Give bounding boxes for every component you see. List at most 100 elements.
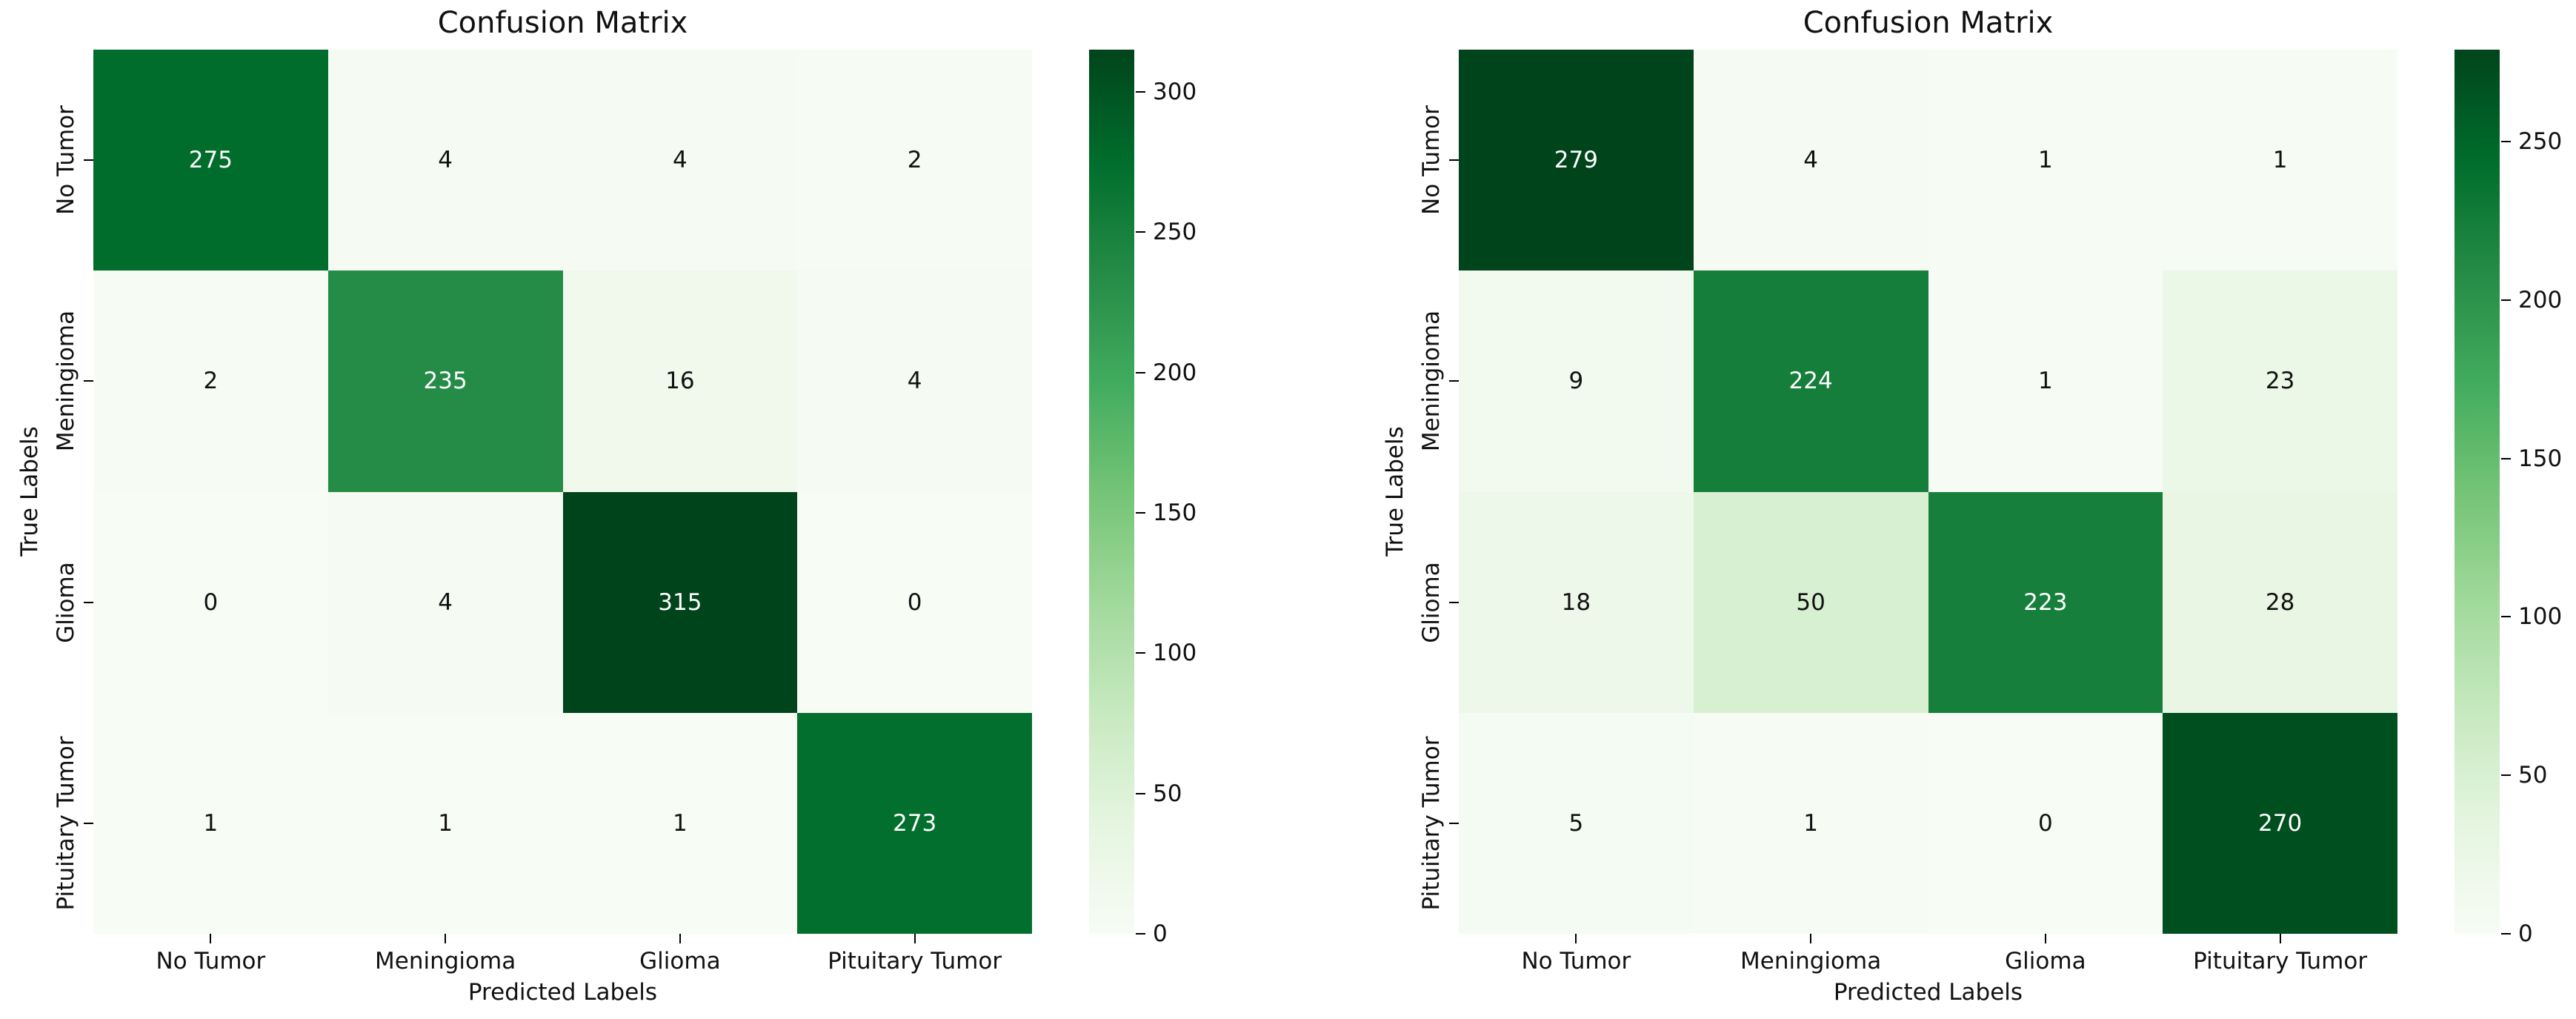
- x-tick-mark: [913, 934, 916, 943]
- colorbar-tick-mark: [1136, 652, 1145, 654]
- cell-value: 0: [203, 588, 219, 616]
- heatmap-cell: 223: [1928, 491, 2163, 713]
- cell-value: 4: [438, 147, 453, 174]
- heatmap-cell: 270: [2163, 712, 2397, 934]
- cell-value: 275: [188, 147, 233, 174]
- y-tick-mark: [84, 822, 93, 824]
- colorbar-gradient: [1089, 50, 1134, 934]
- chart-title: Confusion Matrix: [437, 6, 688, 40]
- heatmap-cell: 5: [1459, 712, 1694, 934]
- cell-value: 4: [673, 147, 688, 174]
- heatmap-cell: 275: [93, 50, 328, 271]
- colorbar-tick-mark: [2501, 299, 2511, 301]
- heatmap-cell: 4: [327, 491, 563, 713]
- x-tick-label: Meningioma: [375, 948, 516, 975]
- colorbar-tick-mark: [1136, 792, 1145, 794]
- heatmap-cell: 235: [327, 270, 563, 492]
- cell-value: 4: [438, 588, 453, 616]
- colorbar-tick-label: 0: [2518, 920, 2533, 947]
- x-tick-label: Pituitary Tumor: [2193, 948, 2368, 975]
- x-tick-mark: [2044, 934, 2046, 943]
- cell-value: 1: [2272, 147, 2288, 174]
- cell-value: 50: [1796, 588, 1826, 616]
- cell-value: 9: [1568, 368, 1584, 395]
- heatmap-cell: 1: [2163, 50, 2397, 271]
- heatmap-cell: 16: [562, 270, 798, 492]
- cell-value: 224: [1788, 368, 1833, 395]
- y-tick-label: Glioma: [53, 561, 79, 643]
- colorbar-tick-mark: [2501, 774, 2511, 777]
- colorbar-tick-mark: [2501, 933, 2511, 935]
- colorbar-tick-mark: [2501, 141, 2511, 142]
- axis-ticks-layer: No Tumor Meningioma Glioma Pituitary Tumor N…: [53, 78, 1197, 975]
- cell-value: 235: [423, 368, 467, 395]
- heatmap-cell: 1: [93, 712, 328, 934]
- heatmap-cell: 273: [797, 712, 1032, 934]
- colorbar-tick-label: 100: [2518, 603, 2563, 631]
- colorbar-tick-label: 0: [1153, 920, 1168, 947]
- x-tick-mark: [1810, 934, 1812, 943]
- colorbar-tick-mark: [2501, 616, 2511, 618]
- colorbar-tick-mark: [1136, 511, 1145, 514]
- cell-value: 5: [1568, 809, 1584, 837]
- colorbar-tick-label: 250: [1153, 219, 1197, 246]
- heatmap-cell: 1: [562, 712, 798, 934]
- y-tick-label: No Tumor: [1418, 105, 1445, 216]
- y-tick-label: Glioma: [1418, 561, 1445, 643]
- heatmap-cell: 1: [327, 712, 563, 934]
- cell-value: 273: [893, 809, 937, 837]
- heatmap-cell: 1: [1928, 270, 2163, 492]
- heatmap-cell: 2: [93, 270, 328, 492]
- x-tick-mark: [679, 934, 681, 943]
- y-tick-label: Pituitary Tumor: [53, 736, 79, 911]
- cell-value: 18: [1561, 588, 1591, 616]
- cell-value: 223: [2023, 588, 2068, 616]
- cell-value: 23: [2265, 368, 2295, 395]
- heatmap-grid: 275 4 4 2 2 235 16 4 0 4 315 0 1 1 1 273: [93, 50, 1032, 934]
- heatmap-cell: 0: [93, 491, 328, 713]
- x-tick-mark: [2279, 934, 2281, 943]
- cell-value: 0: [2038, 809, 2053, 837]
- colorbar-tick-label: 150: [2518, 445, 2563, 472]
- x-tick-label: Glioma: [2005, 948, 2086, 975]
- cell-value: 1: [203, 809, 219, 837]
- cell-value: 279: [1554, 147, 1598, 174]
- heatmap-grid: 279 4 1 1 9 224 1 23 18 50 223 28 5 1 0 270: [1459, 50, 2397, 934]
- y-tick-label: No Tumor: [53, 105, 79, 216]
- x-tick-label: Glioma: [639, 948, 721, 975]
- x-tick-label: Pituitary Tumor: [828, 948, 1002, 975]
- heatmap-cell: 1: [1928, 50, 2163, 271]
- heatmap-cell: 4: [797, 270, 1032, 492]
- cell-value: 270: [2258, 809, 2303, 837]
- colorbar-tick-label: 200: [2518, 286, 2563, 313]
- colorbar-tick-mark: [1136, 933, 1145, 935]
- colorbar-gradient: [2454, 50, 2500, 934]
- colorbar-tick-label: 50: [2518, 762, 2548, 789]
- colorbar-tick-label: 250: [2518, 128, 2563, 155]
- colorbar-tick-label: 200: [1153, 359, 1197, 386]
- cell-value: 1: [673, 809, 688, 837]
- x-tick-label: No Tumor: [1521, 948, 1631, 975]
- cell-value: 315: [658, 588, 702, 616]
- cell-value: 28: [2265, 588, 2295, 616]
- x-tick-mark: [445, 934, 447, 943]
- cell-value: 16: [665, 368, 695, 395]
- heatmap-cell: 224: [1693, 270, 1928, 492]
- heatmap-cell: 4: [562, 50, 798, 271]
- colorbar-tick-label: 300: [1153, 78, 1197, 105]
- x-tick-label: No Tumor: [156, 948, 266, 975]
- cell-value: 2: [907, 147, 922, 174]
- cell-value: 1: [438, 809, 453, 837]
- y-tick-mark: [84, 159, 93, 162]
- cell-value: 4: [1803, 147, 1818, 174]
- confusion-matrix-figure-left: Confusion Matrix True Labels 275 4 4 2 2 235 1…: [16, 6, 1197, 1006]
- heatmap-cell: 1: [1693, 712, 1928, 934]
- heatmap-cell: 50: [1693, 491, 1928, 713]
- y-tick-mark: [1449, 380, 1459, 382]
- x-axis-label: Predicted Labels: [467, 979, 658, 1006]
- y-tick-mark: [1449, 601, 1459, 603]
- heatmap-cell: 4: [327, 50, 563, 271]
- heatmap-cell: 9: [1459, 270, 1694, 492]
- y-tick-label: Meningioma: [1418, 311, 1445, 452]
- heatmap-cell: 0: [1928, 712, 2163, 934]
